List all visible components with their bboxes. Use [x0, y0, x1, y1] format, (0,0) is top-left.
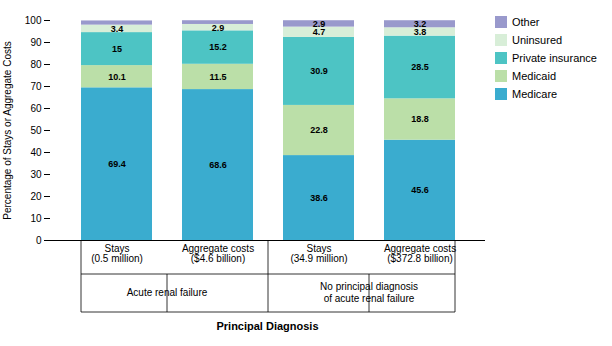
svg-text:No principal diagnosisof acute: No principal diagnosisof acute renal fai…: [320, 281, 418, 304]
svg-text:11.5: 11.5: [209, 72, 226, 82]
svg-text:10.1: 10.1: [108, 72, 126, 82]
svg-text:38.6: 38.6: [310, 193, 328, 203]
svg-text:22.8: 22.8: [310, 125, 328, 135]
svg-text:30: 30: [30, 169, 42, 180]
svg-text:2.9: 2.9: [313, 19, 326, 29]
svg-text:30.9: 30.9: [310, 66, 328, 76]
svg-text:15.2: 15.2: [209, 42, 227, 52]
svg-text:100: 100: [25, 15, 42, 26]
svg-text:Stays(0.5 million): Stays(0.5 million): [91, 243, 143, 264]
html-text:Other: Other: [512, 16, 540, 28]
svg-text:3.2: 3.2: [414, 19, 427, 29]
svg-text:10: 10: [30, 213, 42, 224]
svg-text:80: 80: [30, 59, 42, 70]
svg-text:15: 15: [112, 44, 122, 54]
html-text:Medicaid: Medicaid: [512, 70, 556, 82]
svg-text:70: 70: [30, 81, 42, 92]
svg-text:20: 20: [30, 191, 42, 202]
svg-text:60: 60: [30, 103, 42, 114]
html-text:Private insurance: Private insurance: [512, 52, 597, 64]
svg-text:18.8: 18.8: [411, 114, 429, 124]
svg-text:68.6: 68.6: [209, 160, 227, 170]
svg-text:4.7: 4.7: [312, 27, 326, 38]
svg-text:Stays(34.9 million): Stays(34.9 million): [290, 243, 347, 264]
svg-text:Aggregate costs($4.6 billion): Aggregate costs($4.6 billion): [182, 243, 254, 264]
svg-text:40: 40: [30, 147, 42, 158]
svg-text:50: 50: [30, 125, 42, 136]
svg-text:69.4: 69.4: [108, 159, 126, 169]
html-text:Uninsured: Uninsured: [512, 34, 563, 46]
svg-text:45.6: 45.6: [411, 185, 429, 195]
svg-text:90: 90: [30, 37, 42, 48]
svg-text:Principal Diagnosis: Principal Diagnosis: [216, 320, 318, 332]
svg-text:Aggregate costs($372.8 billion: Aggregate costs($372.8 billion): [384, 243, 456, 264]
html-text:Medicare: Medicare: [512, 88, 558, 100]
svg-text:3.8: 3.8: [413, 26, 427, 37]
svg-text:28.5: 28.5: [411, 62, 429, 72]
svg-text:2.9: 2.9: [212, 23, 225, 33]
svg-text:0: 0: [36, 235, 42, 246]
svg-text:3.4: 3.4: [111, 24, 124, 34]
svg-text:Percentage of Stays or Aggrega: Percentage of Stays or Aggregate Costs: [2, 41, 13, 219]
svg-text:Acute renal failure: Acute renal failure: [127, 287, 208, 298]
